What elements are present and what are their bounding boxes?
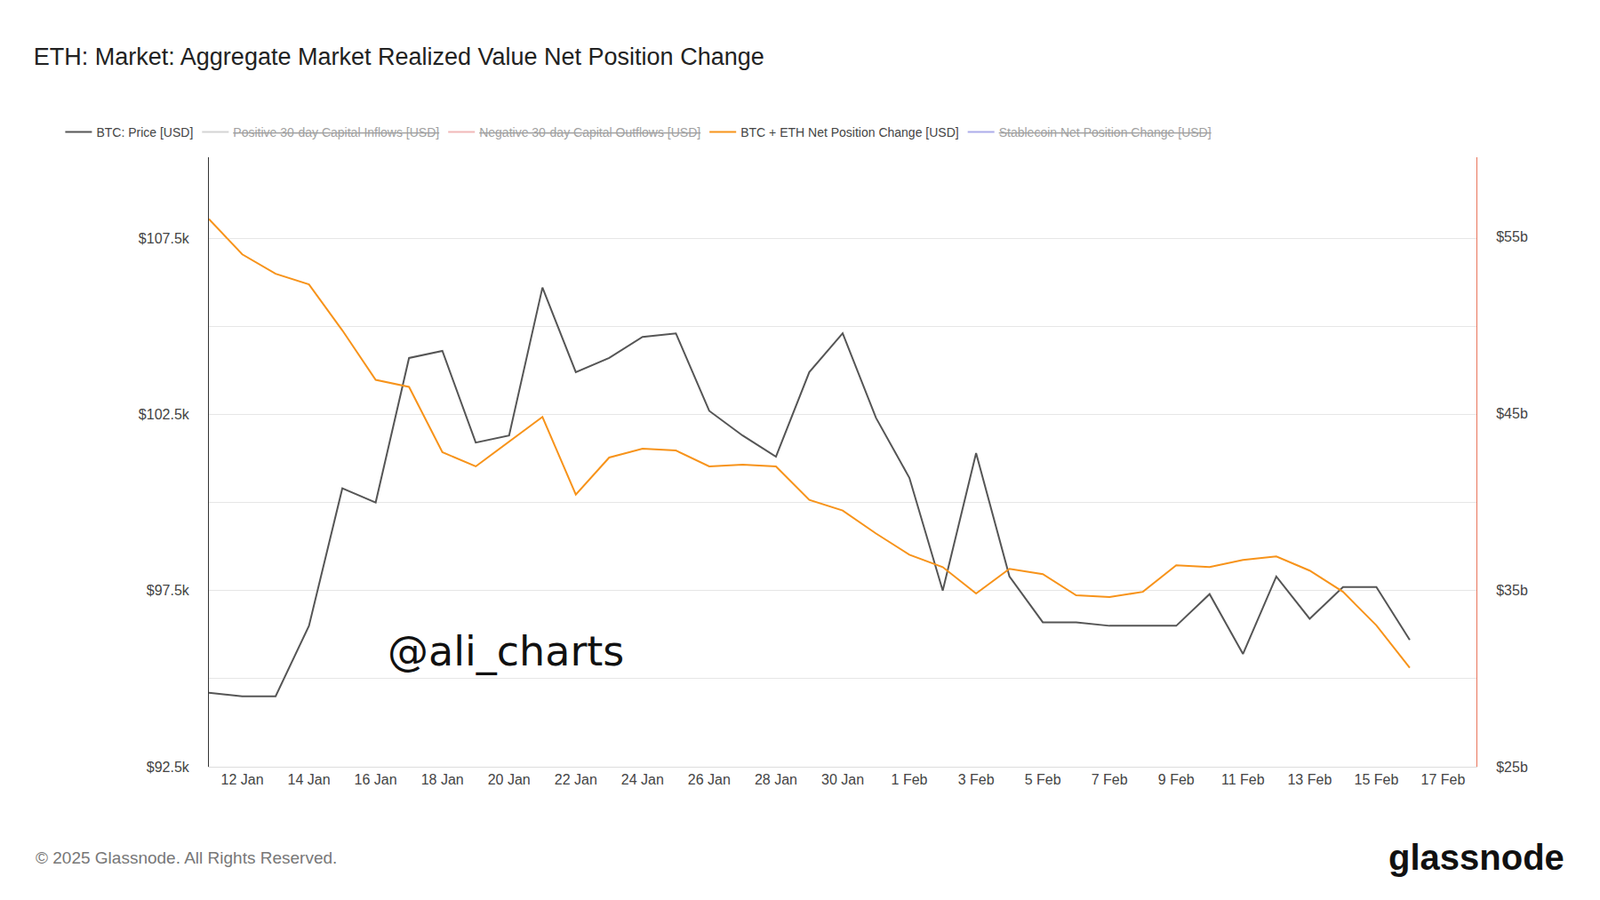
svg-text:14 Jan: 14 Jan: [288, 772, 331, 788]
svg-text:12 Jan: 12 Jan: [221, 772, 264, 788]
svg-text:Stablecoin Net Position Change: Stablecoin Net Position Change [USD]: [999, 125, 1212, 140]
svg-text:18 Jan: 18 Jan: [421, 772, 464, 788]
svg-text:$92.5k: $92.5k: [146, 760, 191, 776]
svg-text:BTC + ETH Net Position Change: BTC + ETH Net Position Change [USD]: [740, 125, 960, 140]
svg-text:glassnode: glassnode: [1388, 838, 1565, 878]
svg-text:$97.5k: $97.5k: [146, 583, 191, 599]
svg-text:11 Feb: 11 Feb: [1221, 772, 1265, 788]
svg-text:28 Jan: 28 Jan: [754, 772, 798, 788]
svg-text:@ali_charts: @ali_charts: [387, 627, 624, 676]
svg-text:30 Jan: 30 Jan: [821, 772, 864, 788]
svg-text:Negative 30-day Capital Outflo: Negative 30-day Capital Outflows [USD]: [479, 125, 701, 140]
svg-text:16 Jan: 16 Jan: [354, 772, 398, 788]
svg-text:3 Feb: 3 Feb: [958, 772, 995, 788]
svg-text:Positive 30-day Capital Inflow: Positive 30-day Capital Inflows [USD]: [232, 125, 440, 140]
svg-text:$25b: $25b: [1496, 760, 1528, 776]
svg-text:$107.5k: $107.5k: [138, 231, 191, 247]
svg-text:26 Jan: 26 Jan: [688, 772, 731, 788]
svg-text:24 Jan: 24 Jan: [621, 772, 664, 788]
svg-text:5 Feb: 5 Feb: [1024, 772, 1062, 788]
svg-text:$35b: $35b: [1496, 583, 1528, 599]
svg-text:9 Feb: 9 Feb: [1158, 772, 1195, 788]
svg-text:13 Feb: 13 Feb: [1287, 772, 1332, 788]
svg-text:1 Feb: 1 Feb: [891, 772, 928, 788]
svg-text:17 Feb: 17 Feb: [1421, 772, 1466, 788]
svg-text:$45b: $45b: [1496, 406, 1528, 422]
svg-text:$102.5k: $102.5k: [138, 407, 191, 423]
svg-text:20 Jan: 20 Jan: [488, 772, 531, 788]
svg-text:15 Feb: 15 Feb: [1354, 772, 1400, 788]
svg-text:© 2025 Glassnode. All Rights R: © 2025 Glassnode. All Rights Reserved.: [35, 848, 337, 868]
svg-text:22 Jan: 22 Jan: [554, 772, 598, 788]
svg-text:7 Feb: 7 Feb: [1091, 772, 1128, 788]
svg-text:$55b: $55b: [1496, 229, 1528, 245]
svg-text:BTC: Price [USD]: BTC: Price [USD]: [96, 125, 193, 140]
svg-text:ETH: Market: Aggregate Market: ETH: Market: Aggregate Market Realized V…: [33, 43, 765, 71]
